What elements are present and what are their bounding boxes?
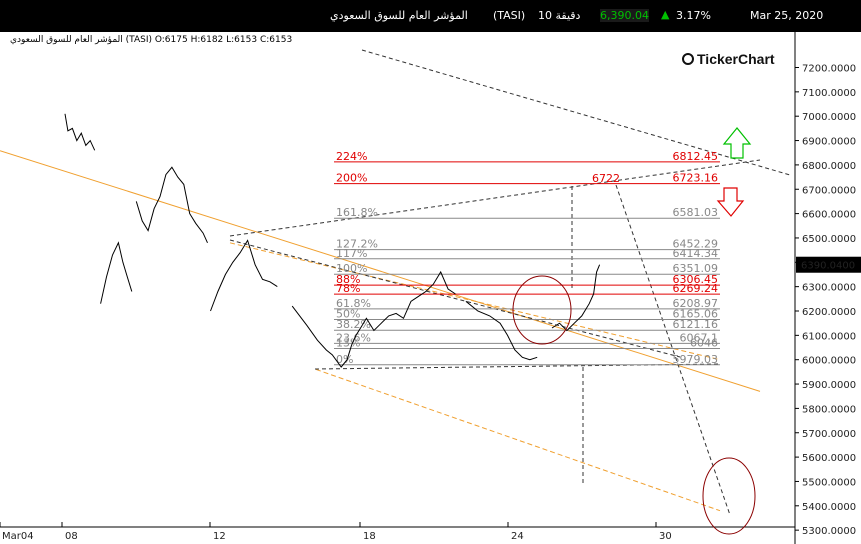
y-tick-label: 6600.0000: [802, 210, 856, 221]
fib-value: 6351.09: [673, 262, 719, 275]
chart-annotations: 6722: [512, 127, 756, 535]
trend-line-falling: [229, 239, 681, 358]
fib-value: 6581.03: [673, 206, 719, 219]
y-tick-label: 5700.0000: [802, 429, 856, 440]
price-line-segment: [100, 241, 133, 304]
price-series: [64, 113, 601, 368]
header-date: Mar 25, 2020: [750, 9, 824, 22]
fib-value: 5979.03: [673, 353, 719, 366]
fib-label: 38.2%: [336, 318, 371, 331]
y-tick-label: 6200.0000: [802, 307, 856, 318]
annotation-label: 6722: [592, 172, 620, 185]
header-name: المؤشر العام للسوق السعودي: [330, 9, 468, 22]
fib-label: 78%: [336, 282, 360, 295]
fib-label: 13%: [336, 336, 360, 349]
fib-value: 6306.45: [673, 273, 719, 286]
fib-value: 6067.1: [680, 331, 719, 344]
channel-lower-line: [315, 368, 721, 512]
y-tick-label: 6000.0000: [802, 356, 856, 367]
y-tick-label: 5500.0000: [802, 477, 856, 488]
fib-label: 0%: [336, 353, 353, 366]
header-change-pct: 3.17%: [676, 9, 711, 22]
up-arrow-icon: [722, 127, 752, 159]
highlight-circle-icon: [512, 275, 572, 345]
fib-label: 161.8%: [336, 206, 378, 219]
y-axis-ticks: 7200.0000 7100.0000 7000.0000 6900.0000 6800…: [795, 64, 861, 537]
fib-label: 127.2%: [336, 238, 378, 251]
price-channel: [0, 150, 761, 512]
quote-header: Mar 25, 2020 3.17% ▲ 6,390.04 10 دقيقة (…: [0, 0, 861, 32]
fib-value: 6269.24: [673, 282, 719, 295]
x-axis-ticks: Mar04 08 12 18 24 30: [0, 522, 672, 542]
header-price: 6,390.04: [600, 9, 649, 22]
fib-label: 200%: [336, 172, 367, 185]
up-triangle-icon: ▲: [661, 8, 670, 21]
trend-line-rising: [229, 159, 761, 237]
fib-value: 6452.29: [673, 238, 719, 251]
y-tick-label: 7000.0000: [802, 112, 856, 123]
fib-label: 61.8%: [336, 297, 371, 310]
fib-label: 224%: [336, 150, 367, 163]
y-tick-label: 5400.0000: [802, 502, 856, 513]
fib-label: 117%: [336, 247, 367, 260]
down-arrow-icon: [716, 187, 745, 217]
x-tick-label: 24: [511, 531, 524, 542]
trend-line-top: [361, 49, 791, 176]
target-circle-icon: [702, 457, 756, 535]
fib-value: 6165.06: [673, 308, 719, 321]
y-tick-label: 6300.0000: [802, 283, 856, 294]
projection-line-diagonal: [615, 184, 731, 516]
y-axis-panel: [795, 32, 861, 544]
price-line-segment: [551, 264, 601, 332]
ohlc-line: المؤشر العام للسوق السعودي (TASI) O:6175…: [10, 35, 293, 45]
price-line-segment: [135, 166, 208, 244]
y-tick-label: 5300.0000: [802, 526, 856, 537]
logo-text: TickerChart: [697, 51, 775, 67]
x-tick-label: 12: [213, 531, 226, 542]
fib-value: 6121.16: [673, 318, 719, 331]
price-line-segment: [64, 113, 96, 151]
y-tick-label: 6800.0000: [802, 161, 856, 172]
x-tick-label: 08: [65, 531, 78, 542]
fib-label: 23.6%: [336, 331, 371, 344]
price-line-segment: [210, 239, 278, 312]
y-tick-label: 7100.0000: [802, 88, 856, 99]
tickerchart-logo-icon: [682, 53, 694, 65]
fib-value: 6046: [690, 336, 718, 349]
header-symbol: (TASI): [493, 9, 526, 22]
fib-value: 6414.34: [673, 247, 719, 260]
header-bars: 10 دقيقة: [538, 9, 581, 22]
fib-value: 6812.45: [673, 150, 719, 163]
y-tick-label: 5900.0000: [802, 380, 856, 391]
fib-value: 6723.16: [673, 172, 719, 185]
channel-upper-line: [0, 150, 761, 392]
channel-mid-line: [229, 242, 721, 361]
y-tick-label: 6700.0000: [802, 185, 856, 196]
fib-label: 100%: [336, 262, 367, 275]
y-tick-label: 7200.0000: [802, 64, 856, 75]
x-tick-label: 18: [363, 531, 376, 542]
price-line-segment: [291, 270, 456, 368]
fib-label: 88%: [336, 273, 360, 286]
x-tick-label: Mar04: [2, 531, 34, 542]
fib-label: 50%: [336, 308, 360, 321]
last-price-badge: [796, 256, 861, 273]
y-tick-label: 6500.0000: [802, 234, 856, 245]
y-tick-label: 5600.0000: [802, 453, 856, 464]
y-tick-label: 6900.0000: [802, 137, 856, 148]
y-tick-label: 5800.0000: [802, 404, 856, 415]
price-line-segment: [465, 300, 538, 361]
fib-value: 6208.97: [673, 297, 719, 310]
y-tick-label: 6100.0000: [802, 331, 856, 342]
x-tick-label: 30: [659, 531, 672, 542]
last-price-label: 6390.0400: [801, 261, 855, 272]
fibonacci-levels: 224% 6812.45 200% 6723.16 161.8% 6581.03 127.2…: [334, 150, 720, 366]
logo: TickerChart: [682, 51, 775, 67]
